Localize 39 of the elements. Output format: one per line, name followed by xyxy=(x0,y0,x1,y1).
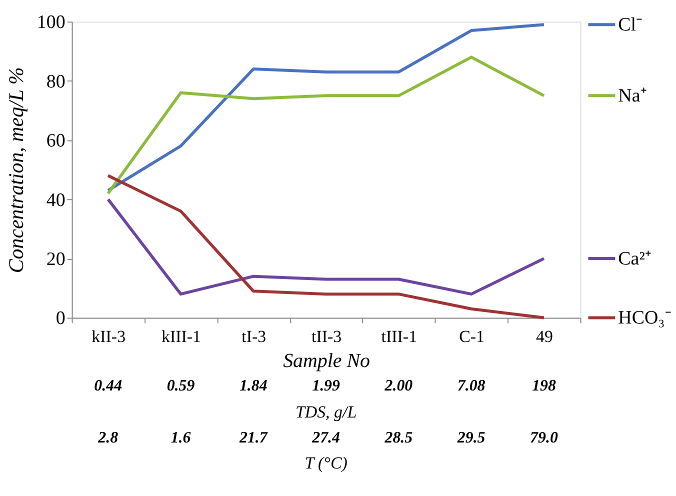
line-series xyxy=(106,56,546,195)
x-tick-label: tII-3 xyxy=(311,327,342,346)
text: 2.00 xyxy=(384,378,413,395)
y-tick-label: 100 xyxy=(36,12,66,34)
text: 29.5 xyxy=(456,429,486,446)
y-tick-label: 20 xyxy=(46,249,66,270)
text: 7.08 xyxy=(457,378,486,395)
text: 198 xyxy=(532,378,556,395)
text: 28.5 xyxy=(384,429,413,446)
x-tick-label: kII-3 xyxy=(92,327,126,346)
x-tick-label: kIII-1 xyxy=(162,327,201,346)
line-series xyxy=(106,198,546,296)
x-axis-title: Sample No xyxy=(283,350,370,372)
text: TDS, g/L xyxy=(295,402,357,422)
text: 1.99 xyxy=(312,378,340,395)
y-tick-label: 0 xyxy=(56,308,66,330)
text: 1.6 xyxy=(170,429,191,446)
line-series xyxy=(106,23,546,192)
x-tick-label: tIII-1 xyxy=(381,327,418,346)
text: 1.84 xyxy=(239,378,268,395)
text: T (°C) xyxy=(304,453,348,472)
legend-label: Na⁺ xyxy=(618,86,646,107)
x-tick-label: C-1 xyxy=(459,327,485,346)
y-tick-label: 40 xyxy=(46,190,66,211)
line-series xyxy=(106,174,546,320)
text: 2.8 xyxy=(97,429,118,446)
legend-label: Cl⁻ xyxy=(618,14,642,36)
legend-label: Ca²⁺ xyxy=(618,248,651,270)
legend-label: HCO₃⁻ xyxy=(618,308,671,329)
text: 0.59 xyxy=(166,378,195,395)
y-tick-label: 60 xyxy=(46,130,66,152)
text: 21.7 xyxy=(238,429,268,446)
y-axis-title: Concentration, meq/L % xyxy=(4,67,28,274)
y-tick-label: 80 xyxy=(46,71,66,92)
text: 0.44 xyxy=(94,378,122,395)
text: 79.0 xyxy=(530,429,558,446)
text: 27.4 xyxy=(311,429,340,446)
x-tick-label: tI-3 xyxy=(242,327,266,346)
x-tick-label: 49 xyxy=(536,327,553,346)
